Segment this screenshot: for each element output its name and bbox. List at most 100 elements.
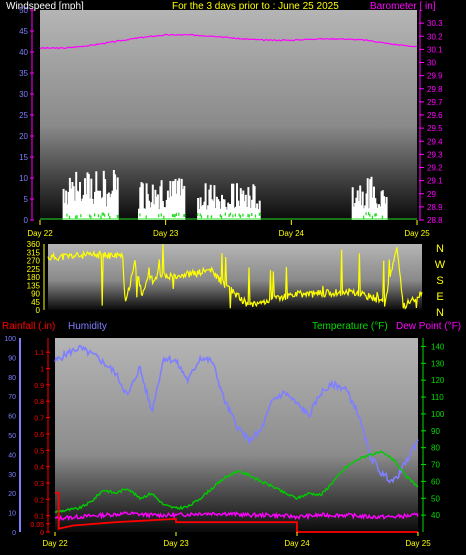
wind-bar [226, 209, 228, 220]
barometer-tick-label: 30 [427, 59, 436, 68]
direction-tick-label: 315 [27, 248, 41, 257]
barometer-tick-label: 28.8 [427, 216, 443, 225]
wind-burst [138, 178, 186, 220]
compass-label: W [435, 259, 446, 271]
wind-bar [258, 200, 261, 220]
wind-bar [223, 199, 226, 220]
wind-bar [200, 206, 203, 220]
wind-bar [89, 198, 91, 220]
wind-gust-mark [101, 212, 104, 216]
wind-gust-mark [368, 212, 370, 215]
wind-bar [166, 190, 169, 220]
wind-bar [249, 208, 252, 220]
wind-bar [374, 198, 377, 220]
direction-tick-label: 45 [31, 298, 40, 307]
wind-gust-mark [197, 213, 200, 217]
wind-gust-mark [76, 215, 79, 219]
wind-bar [114, 174, 117, 220]
wind-tick-label: 25 [19, 111, 28, 120]
wind-bar [222, 199, 225, 220]
compass-label: N [436, 307, 444, 319]
barometer-tick-label: 29.1 [427, 177, 443, 186]
direction-tick-label: 360 [27, 240, 41, 249]
wind-bar [99, 190, 102, 220]
wind-bar [165, 199, 168, 220]
wind-bar [146, 193, 149, 220]
wind-gust-mark [229, 212, 232, 216]
wind-bar [72, 186, 75, 220]
barometer-tick-label: 29 [427, 190, 436, 199]
wind-gust-mark [145, 215, 148, 219]
wind-bar [207, 205, 210, 220]
wind-gust-mark [248, 214, 251, 218]
wind-bar [197, 198, 200, 220]
wind-bar [70, 188, 73, 220]
wind-bar [351, 187, 354, 220]
temperature-tick-label: 140 [431, 342, 445, 351]
wind-direction-line [47, 244, 423, 310]
wind-gust-mark [94, 213, 96, 217]
dewpoint-line [54, 510, 419, 522]
wind-bar [172, 181, 174, 220]
wind-bar [209, 184, 212, 220]
wind-gust-mark [109, 216, 112, 219]
wind-burst [62, 170, 119, 220]
wind-bar [241, 194, 244, 220]
wind-bar [243, 201, 246, 220]
wind-bar [77, 191, 80, 220]
wind-bar [100, 198, 103, 220]
wind-bar [379, 206, 382, 220]
rain-tick-label: 0.6 [34, 432, 44, 439]
wind-gust-mark [375, 213, 378, 217]
wind-bar [92, 204, 95, 220]
period-title: For the 3 days prior to : June 25 2025 [172, 1, 339, 12]
wind-bar [179, 195, 182, 220]
humidity-tick-label: 30 [8, 472, 16, 479]
temperature-line [54, 450, 419, 514]
wind-bar [373, 186, 375, 220]
wind-bar [79, 182, 81, 220]
wind-bar [252, 184, 255, 220]
rain-tick-label: 1 [40, 367, 44, 374]
barometer-axis-title: Barometer [ in] [370, 1, 436, 12]
barometer-tick-label: 29.2 [427, 164, 443, 173]
wind-bar [177, 180, 179, 220]
wind-bar [106, 193, 109, 220]
wind-gust-mark [90, 215, 93, 219]
day-tick-label: Day 22 [42, 539, 68, 548]
wind-tick-label: 45 [19, 27, 28, 36]
wind-bar [221, 194, 223, 220]
wind-bar [155, 196, 158, 220]
wind-bar [218, 201, 221, 220]
wind-bar [104, 179, 107, 220]
wind-bar [357, 201, 360, 220]
wind-burst [351, 176, 388, 220]
wind-bar [253, 186, 256, 220]
humidity-tick-label: 50 [8, 433, 16, 440]
wind-bar [71, 182, 74, 220]
wind-bar [238, 206, 241, 220]
wind-bar [80, 201, 83, 220]
wind-gust-mark [178, 212, 181, 216]
barometer-tick-label: 29.4 [427, 137, 443, 146]
rain-tick-label: 0.3 [34, 481, 44, 488]
wind-bar [210, 199, 213, 220]
wind-bar [383, 196, 386, 220]
wind-bar [143, 208, 145, 220]
wind-bar [363, 208, 365, 220]
wind-bar [229, 204, 232, 220]
wind-bar [139, 187, 142, 220]
humidity-tick-label: 90 [8, 355, 16, 362]
wind-bar [111, 190, 114, 220]
wind-bar [153, 204, 156, 220]
wind-gust-mark [234, 213, 237, 217]
wind-bar [101, 197, 104, 220]
humidity-tick-label: 70 [8, 394, 16, 401]
wind-bar [227, 202, 230, 220]
day-tick-label: Day 24 [279, 229, 305, 238]
wind-gust-mark [232, 214, 235, 218]
temperature-tick-label: 70 [431, 461, 440, 470]
wind-bar [369, 179, 372, 220]
rain-tick-label: 0.4 [34, 465, 44, 472]
